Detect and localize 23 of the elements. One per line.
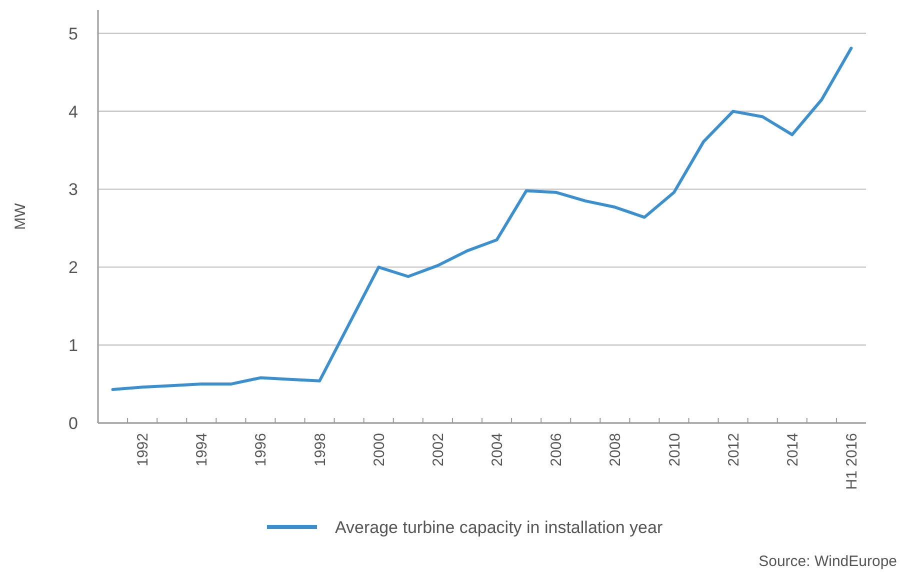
y-axis-title: MW [12, 202, 29, 230]
x-tick-label: 1992 [134, 433, 152, 466]
y-tick-label: 5 [68, 24, 78, 44]
y-tick-label: 4 [68, 102, 78, 122]
x-tick-label: 1996 [252, 433, 270, 466]
legend-label: Average turbine capacity in installation year [335, 518, 663, 537]
x-tick-label: 1998 [312, 433, 329, 466]
x-tick-label: 1994 [194, 433, 211, 466]
x-tick-label: H1 2016 [843, 433, 860, 490]
x-tick-label: 2002 [430, 433, 447, 466]
x-tick-label: 2000 [370, 433, 388, 466]
y-tick-label: 3 [68, 180, 78, 200]
y-tick-label: 2 [68, 258, 78, 278]
line-series [111, 46, 853, 391]
y-tick-label: 1 [68, 336, 78, 356]
y-tick-label: 0 [68, 414, 78, 433]
x-tick-label: 2008 [607, 433, 624, 466]
x-tick-label: 2014 [784, 433, 802, 466]
x-tick-label: 2004 [489, 433, 506, 466]
x-tick-label: 2010 [666, 433, 684, 466]
x-tick-label: 2012 [725, 433, 742, 466]
source-note: Source: WindEurope [758, 553, 897, 570]
x-tick-label: 2006 [548, 433, 566, 466]
